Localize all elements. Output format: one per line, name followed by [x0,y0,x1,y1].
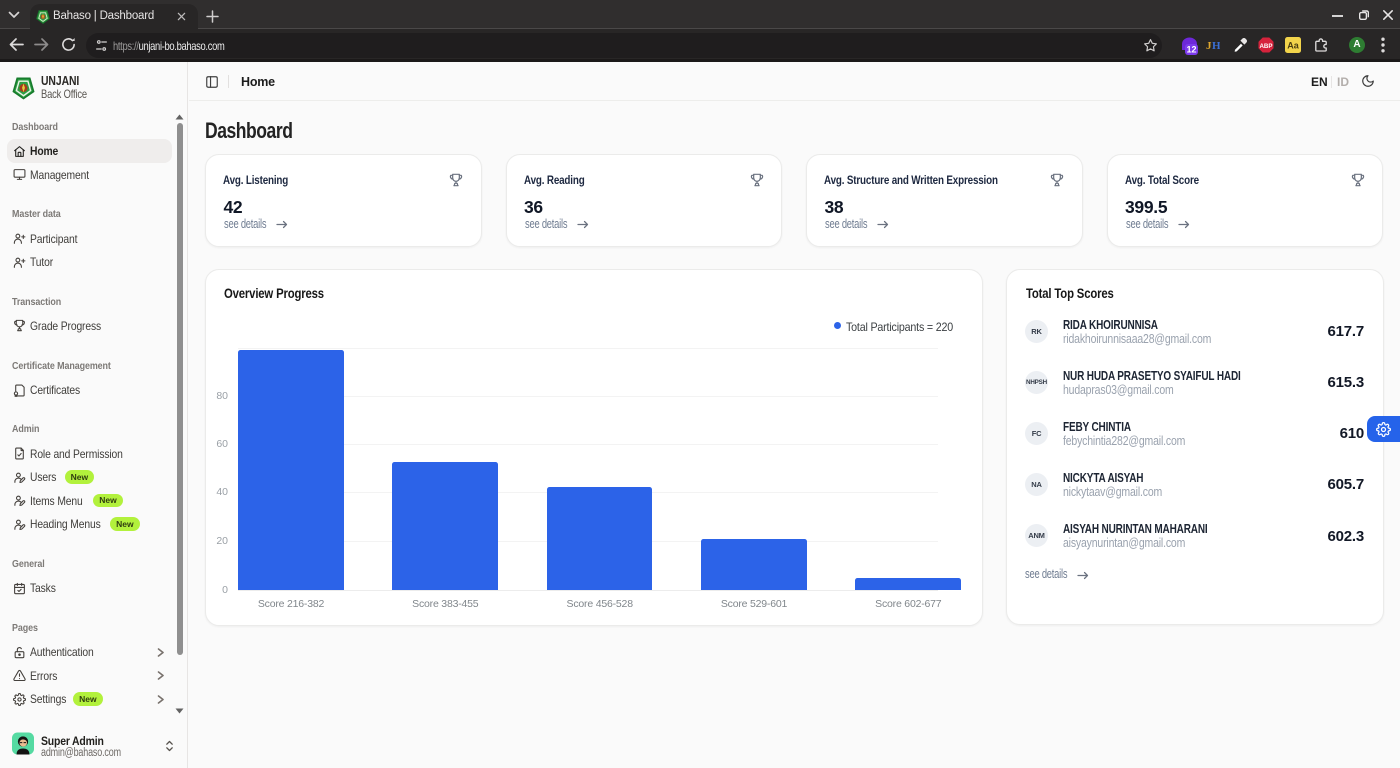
svg-text:J: J [1206,40,1212,52]
svg-text:Aa: Aa [1287,41,1299,51]
svg-text:H: H [1212,40,1220,52]
svg-text:ABP: ABP [1259,43,1272,50]
svg-text:12: 12 [1186,45,1196,55]
